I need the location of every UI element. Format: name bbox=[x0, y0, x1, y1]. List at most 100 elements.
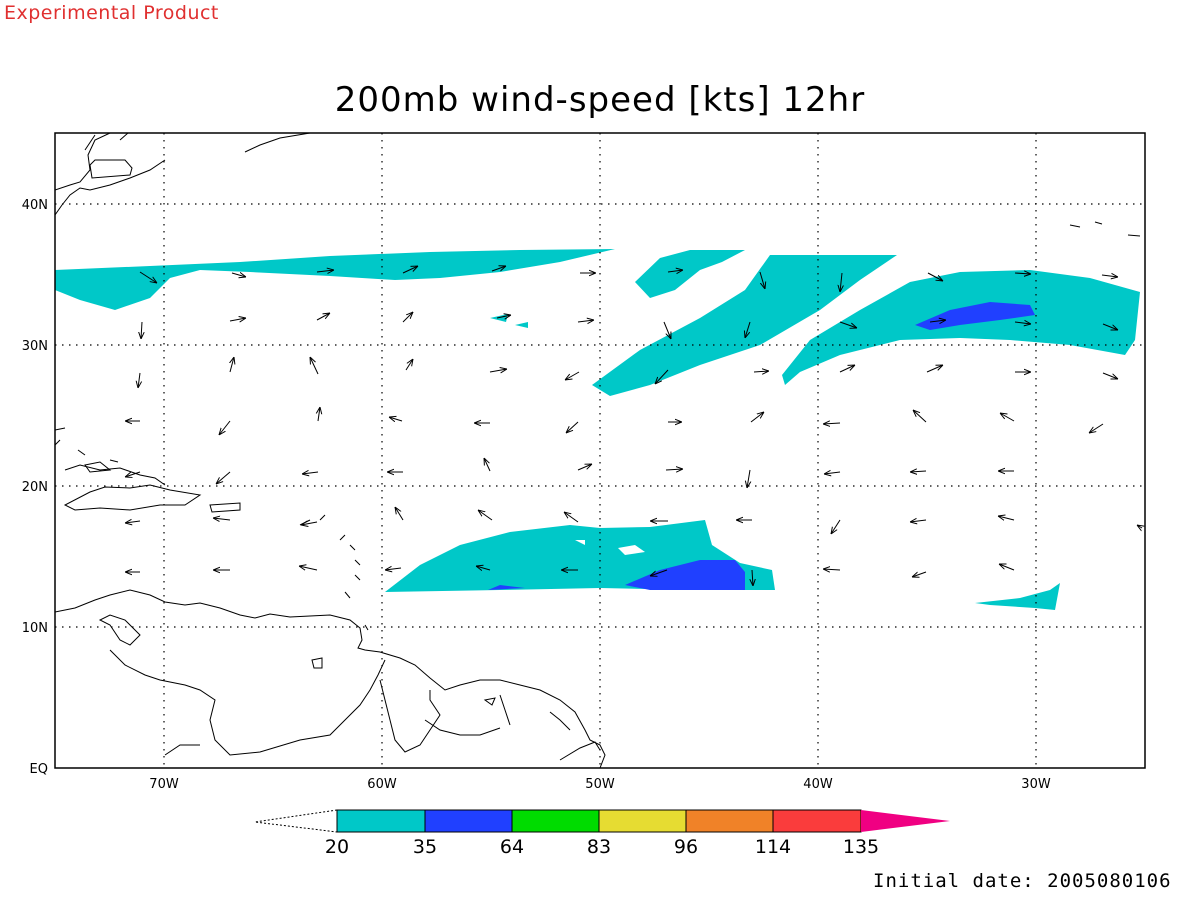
wind-vector-arrow bbox=[229, 318, 246, 321]
wind-vector-arrow bbox=[395, 507, 404, 521]
wind-vector-arrow bbox=[302, 472, 319, 474]
wind-vector-arrow bbox=[824, 472, 841, 474]
colorbar-cell-20 bbox=[336, 809, 426, 833]
lat-label-30n: 30N bbox=[22, 339, 48, 354]
atlantic-islands bbox=[1069, 221, 1141, 237]
jet-band-central-small bbox=[635, 250, 745, 298]
lat-label-20n: 20N bbox=[22, 480, 48, 495]
colorbar-label-64: 64 bbox=[500, 836, 524, 858]
jet-band-east bbox=[782, 270, 1140, 385]
colorbar-label-96: 96 bbox=[674, 836, 698, 858]
puerto-rico bbox=[209, 502, 241, 513]
wind-vector-arrow bbox=[402, 312, 413, 323]
lon-axis-labels: 70W 60W 50W 40W 30W bbox=[149, 777, 1051, 792]
wind-vector-arrow bbox=[1000, 413, 1015, 422]
colorbar-cell-64 bbox=[511, 809, 600, 833]
lon-label-40w: 40W bbox=[803, 777, 833, 792]
wind-vector-arrow bbox=[389, 417, 403, 421]
wind-vector-arrow bbox=[823, 423, 841, 424]
wind-vector-arrow bbox=[402, 266, 418, 274]
lon-label-70w: 70W bbox=[149, 777, 179, 792]
wind-vector-arrow bbox=[564, 512, 579, 523]
lon-gridlines bbox=[163, 133, 1037, 768]
wind-vector-arrow bbox=[910, 471, 927, 472]
wind-vector-arrow bbox=[1014, 322, 1031, 324]
wind-vector-arrow bbox=[1102, 323, 1118, 330]
venezuela-interior bbox=[98, 614, 386, 756]
wind-vector-arrow bbox=[999, 564, 1015, 571]
wind-vector-arrow bbox=[840, 272, 842, 292]
colorbar-label-35: 35 bbox=[413, 836, 437, 858]
colorbar-label-83: 83 bbox=[587, 836, 611, 858]
wind-vector-arrow bbox=[310, 357, 319, 375]
jet-band-north bbox=[55, 249, 615, 310]
colorbar-label-114: 114 bbox=[755, 836, 791, 858]
wind-vector-arrow bbox=[1014, 273, 1031, 274]
jet-band-central bbox=[592, 255, 897, 396]
wind-vector-arrow bbox=[1137, 525, 1142, 528]
wind-vector-arrow bbox=[318, 407, 320, 422]
wind-vector-arrow bbox=[316, 270, 334, 272]
guyana-borders bbox=[379, 679, 571, 753]
wind-vector-arrow bbox=[301, 522, 318, 525]
jet-band-southeast bbox=[975, 583, 1060, 610]
wind-vector-arrow bbox=[577, 464, 592, 471]
wind-vector-arrow bbox=[496, 315, 511, 318]
map-frame bbox=[54, 132, 1146, 769]
wind-vector-arrow bbox=[405, 359, 413, 371]
south-america-coast bbox=[55, 589, 606, 768]
wind-vector-arrow bbox=[1102, 372, 1118, 379]
wind-vector-arrow bbox=[1101, 275, 1118, 277]
wind-vector-arrow bbox=[489, 369, 507, 372]
wind-vector-arrow bbox=[650, 569, 668, 576]
lon-label-50w: 50W bbox=[585, 777, 615, 792]
wind-vector-arrow bbox=[927, 272, 943, 281]
wind-vector-arrow bbox=[299, 566, 318, 570]
colorbar-high-triangle bbox=[861, 810, 950, 832]
wind-vector-arrow bbox=[484, 458, 491, 472]
wind-vector-arrow bbox=[125, 521, 141, 523]
wind-vector-arrow bbox=[752, 569, 753, 586]
lon-label-60w: 60W bbox=[367, 777, 397, 792]
wind-vector-arrow bbox=[577, 320, 594, 322]
shading-holes bbox=[575, 540, 645, 555]
caribbean-west bbox=[55, 427, 119, 463]
initial-date: Initial date: 2005080106 bbox=[873, 870, 1172, 892]
colorbar-label-135: 135 bbox=[843, 836, 879, 858]
wind-vector-arrow bbox=[759, 271, 765, 289]
wind-vector-arrow bbox=[998, 516, 1015, 520]
wind-vector-arrow bbox=[831, 519, 841, 534]
wind-vector-arrow bbox=[929, 320, 946, 322]
wind-vector-arrow bbox=[478, 510, 493, 521]
wind-vector-arrow bbox=[213, 518, 231, 520]
coastlines bbox=[55, 133, 1141, 768]
wind-vector-arrow bbox=[565, 371, 580, 380]
wind-vector-arrow bbox=[231, 273, 246, 277]
wind-vector-arrow bbox=[138, 372, 140, 388]
colorbar-cell-96 bbox=[685, 809, 774, 833]
wind-vector-arrow bbox=[910, 520, 927, 522]
lesser-antilles bbox=[299, 514, 369, 631]
wind-vector-arrow bbox=[745, 321, 751, 338]
wind-vector-arrow bbox=[912, 571, 927, 577]
lon-label-30w: 30W bbox=[1021, 777, 1051, 792]
wind-vector-arrow bbox=[747, 469, 750, 488]
wind-vector-arrow bbox=[491, 266, 506, 272]
lat-label-10n: 10N bbox=[22, 621, 48, 636]
map-title: 200mb wind-speed [kts] 12hr bbox=[334, 80, 866, 120]
wind-vector-arrow bbox=[385, 568, 402, 570]
wind-vector-arrow bbox=[750, 412, 764, 423]
wind-vector-arrow bbox=[667, 270, 683, 272]
wind-vector-arrow bbox=[823, 569, 841, 570]
hispaniola bbox=[63, 484, 202, 511]
wind-vector-arrow bbox=[665, 469, 683, 470]
wind-vector-arrow bbox=[663, 321, 671, 339]
wind-vector-arrow bbox=[566, 421, 579, 433]
wind-vectors bbox=[125, 266, 1142, 586]
wind-vector-arrow bbox=[655, 369, 669, 384]
wind-shading-20-35 bbox=[55, 249, 1140, 610]
wind-vector-arrow bbox=[316, 313, 330, 321]
cuba bbox=[64, 464, 166, 486]
new-england bbox=[84, 133, 133, 179]
